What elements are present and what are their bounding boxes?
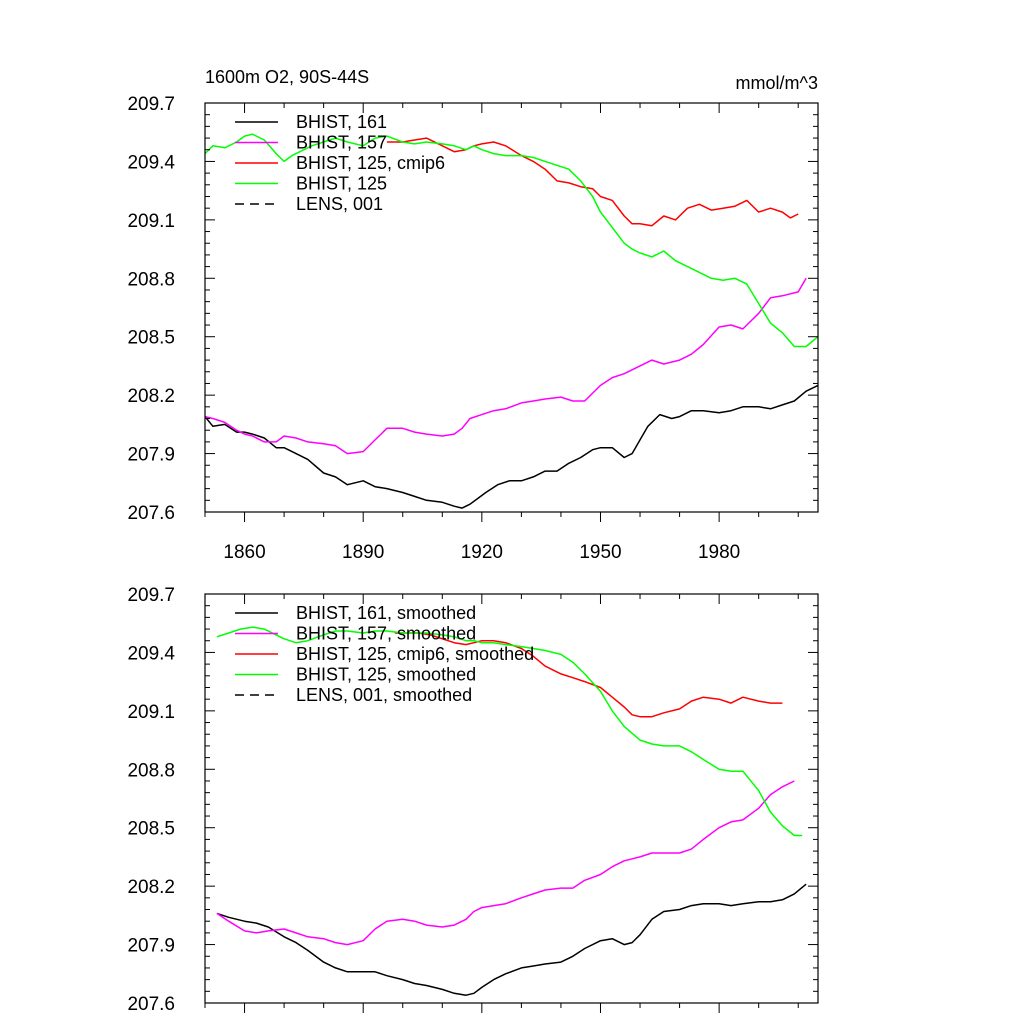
y-tick-label: 208.2 bbox=[127, 386, 175, 407]
series-line-1 bbox=[216, 883, 807, 996]
legend-label-4: BHIST, 125 bbox=[296, 174, 387, 194]
legend-label-2: BHIST, 157, smoothed bbox=[296, 624, 476, 644]
y-tick-label: 209.4 bbox=[127, 643, 175, 664]
series-line-3 bbox=[386, 137, 799, 227]
x-tick-label: 1950 bbox=[579, 542, 621, 563]
x-tick-label: 1860 bbox=[223, 542, 265, 563]
chart-panel-1: 207.6 207.9 208.2 208.5 208.8 209.1 209.4 209.7… bbox=[127, 67, 819, 563]
legend-label-1: BHIST, 161, smoothed bbox=[296, 603, 476, 623]
legend-label-3: BHIST, 125, cmip6 bbox=[296, 153, 445, 173]
series-line-4 bbox=[216, 626, 803, 837]
y-tick-label: 208.8 bbox=[127, 760, 175, 781]
axis-ticks bbox=[204, 593, 818, 1013]
y-tick-label: 208.8 bbox=[127, 269, 175, 290]
y-tick-label: 208.2 bbox=[127, 877, 175, 898]
plot-frame bbox=[204, 593, 819, 1004]
plot-frame bbox=[204, 102, 819, 513]
plot-title-right: mmol/m^3 bbox=[736, 73, 818, 93]
legend-label-2: BHIST, 157 bbox=[296, 133, 387, 153]
series-line-4 bbox=[204, 133, 819, 348]
plot-title-left: 1600m O2, 90S-44S bbox=[205, 67, 369, 87]
y-tick-label: 209.7 bbox=[127, 94, 175, 115]
chart-panel-2: 207.6 207.9 208.2 208.5 208.8 209.1 209.4 209.7… bbox=[127, 585, 819, 1015]
y-tick-label: 209.1 bbox=[127, 211, 175, 232]
legend-label-3: BHIST, 125, cmip6, smoothed bbox=[296, 644, 534, 664]
x-tick-label: 1890 bbox=[342, 542, 384, 563]
y-tick-label: 208.5 bbox=[127, 328, 175, 349]
y-tick-label: 207.6 bbox=[127, 503, 175, 524]
x-tick-label: 1920 bbox=[461, 542, 503, 563]
y-tick-label: 209.4 bbox=[127, 152, 175, 173]
series-line-2 bbox=[216, 780, 795, 946]
series-line-2 bbox=[204, 277, 807, 455]
axis-ticks bbox=[204, 102, 818, 522]
legend-label-5: LENS, 001 bbox=[296, 194, 383, 214]
y-tick-label: 209.1 bbox=[127, 702, 175, 723]
x-tick-label: 1980 bbox=[698, 542, 740, 563]
y-tick-label: 207.9 bbox=[127, 936, 175, 957]
y-tick-label: 209.7 bbox=[127, 585, 175, 606]
series-line-1 bbox=[204, 384, 819, 509]
series-lines bbox=[204, 133, 819, 509]
y-tick-label: 208.5 bbox=[127, 819, 175, 840]
series-line-3 bbox=[394, 632, 783, 718]
y-tick-label: 207.6 bbox=[127, 994, 175, 1015]
series-lines bbox=[216, 626, 807, 996]
legend-label-5: LENS, 001, smoothed bbox=[296, 685, 472, 705]
y-tick-label: 207.9 bbox=[127, 445, 175, 466]
legend-label-1: BHIST, 161 bbox=[296, 112, 387, 132]
legend-label-4: BHIST, 125, smoothed bbox=[296, 665, 476, 685]
